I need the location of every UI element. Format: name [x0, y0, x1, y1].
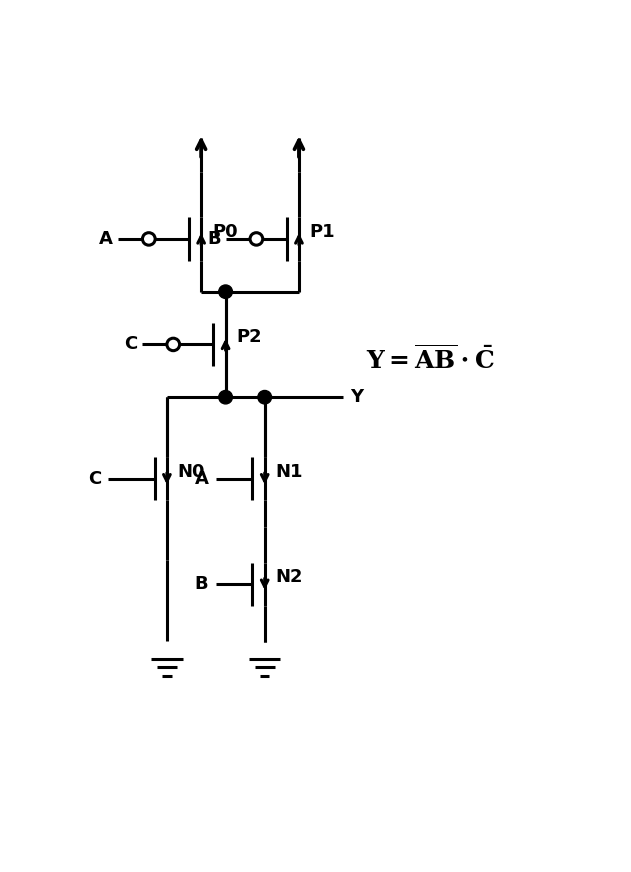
Circle shape: [219, 285, 232, 298]
Circle shape: [167, 338, 180, 351]
Circle shape: [258, 391, 271, 404]
Circle shape: [143, 233, 155, 245]
Text: C: C: [124, 336, 138, 353]
Text: B: B: [207, 230, 221, 248]
Text: P1: P1: [310, 222, 335, 241]
Text: P0: P0: [212, 222, 237, 241]
Text: B: B: [195, 576, 208, 593]
Text: $\mathbf{Y = \overline{AB} \cdot \bar{C}}$: $\mathbf{Y = \overline{AB} \cdot \bar{C}…: [367, 344, 495, 373]
Circle shape: [219, 391, 232, 404]
Text: C: C: [88, 470, 101, 487]
Circle shape: [250, 233, 262, 245]
Text: N2: N2: [276, 568, 303, 586]
Text: A: A: [194, 470, 208, 487]
Text: N1: N1: [276, 462, 303, 480]
Text: Y: Y: [350, 388, 363, 406]
Text: P2: P2: [237, 328, 262, 346]
Text: A: A: [99, 230, 113, 248]
Text: N0: N0: [178, 462, 205, 480]
